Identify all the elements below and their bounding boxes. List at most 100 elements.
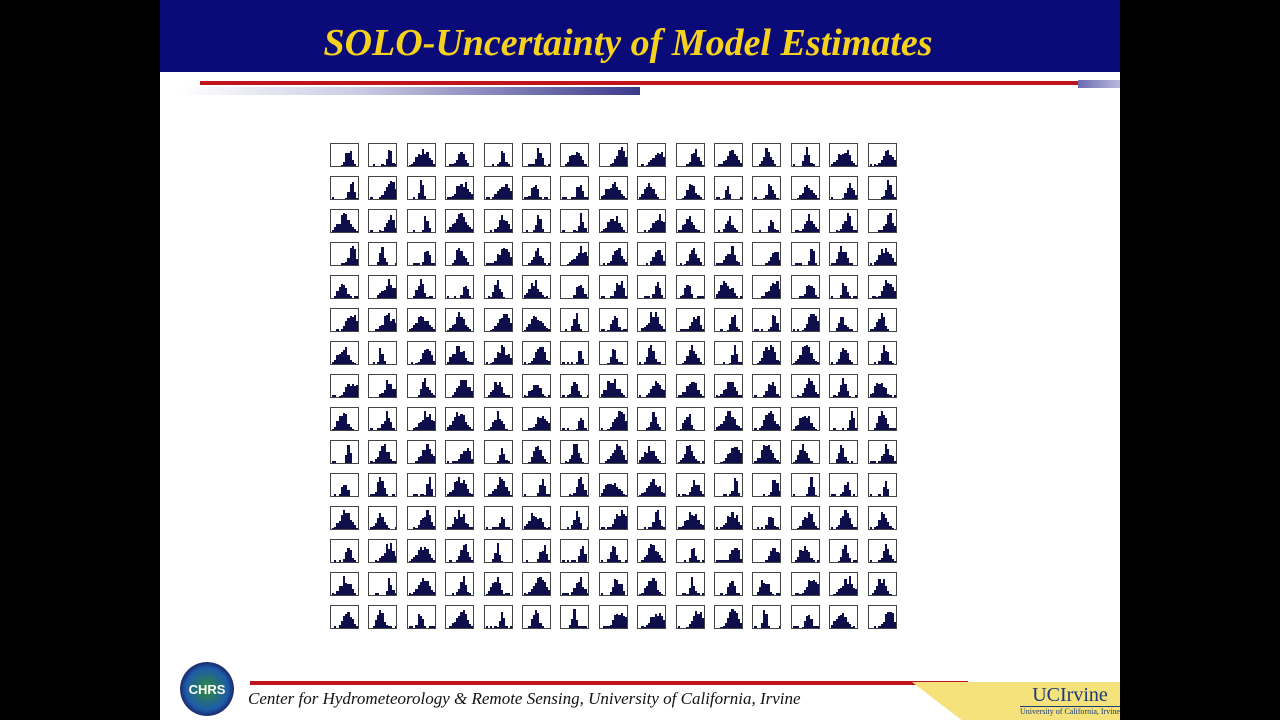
histogram-bar	[609, 164, 612, 166]
histogram-bar	[803, 293, 806, 298]
histogram-cell	[675, 605, 705, 629]
histogram-bar	[584, 251, 587, 265]
histogram-cell	[637, 308, 667, 332]
histogram-bar	[345, 551, 348, 562]
histogram-bar	[794, 560, 798, 562]
histogram-bar	[767, 584, 770, 595]
histogram-bar	[392, 590, 395, 595]
histogram-bar	[720, 263, 723, 265]
histogram-bar	[765, 195, 768, 199]
histogram-bar	[794, 626, 798, 628]
histogram-bar	[498, 418, 501, 430]
histogram-bar	[677, 494, 680, 496]
histogram-bar	[417, 394, 420, 397]
histogram-bar	[336, 354, 339, 364]
histogram-cell	[445, 506, 475, 530]
histogram-bar	[618, 614, 621, 628]
histogram-bar	[724, 389, 727, 397]
histogram-bar	[801, 228, 804, 232]
histogram-bar	[417, 263, 420, 265]
histogram-bar	[873, 362, 877, 364]
histogram-bar	[844, 456, 847, 463]
histogram-bar	[839, 154, 843, 166]
histogram-bar	[345, 582, 348, 595]
histogram-bar	[620, 280, 623, 298]
histogram-bar	[336, 523, 339, 529]
histogram-bar	[458, 556, 461, 562]
histogram-bar	[424, 320, 427, 331]
histogram-bar	[383, 361, 386, 364]
histogram-bar	[681, 526, 685, 529]
histogram-bar	[684, 453, 687, 463]
histogram-bar	[778, 360, 781, 364]
histogram-bar	[334, 494, 337, 496]
histogram-bar	[754, 395, 757, 397]
histogram-bar	[887, 251, 890, 265]
histogram-bar	[654, 359, 657, 364]
histogram-bar	[613, 158, 617, 166]
histogram-bar	[765, 445, 768, 463]
histogram-bar	[810, 353, 813, 364]
histogram-bar	[846, 460, 849, 463]
histogram-bar	[466, 386, 470, 397]
histogram-bar	[661, 558, 664, 562]
histogram-bar	[661, 615, 664, 628]
histogram-bar	[850, 411, 854, 430]
histogram-bar	[624, 459, 627, 463]
histogram-bar	[893, 226, 896, 232]
histogram-bar	[681, 593, 685, 595]
histogram-bar	[882, 345, 885, 364]
histogram-bar	[410, 626, 414, 628]
histogram-bar	[417, 457, 420, 463]
histogram-cell	[522, 143, 551, 167]
histogram-bar	[801, 519, 804, 529]
histogram-bar	[381, 446, 384, 463]
histogram-bar	[602, 263, 606, 265]
histogram-bar	[575, 511, 578, 529]
histogram-bar	[349, 519, 352, 529]
histogram-bar	[385, 411, 388, 430]
histogram-bar	[485, 197, 488, 199]
histogram-bar	[507, 593, 510, 595]
histogram-bar	[846, 428, 849, 430]
histogram-bar	[609, 261, 612, 265]
histogram-cell	[867, 275, 897, 299]
histogram-bar	[609, 356, 612, 364]
title-divider	[200, 81, 1080, 85]
histogram-bar	[372, 164, 375, 166]
histogram-bar	[413, 591, 416, 595]
histogram-cell	[790, 407, 820, 431]
histogram-bar	[543, 395, 546, 397]
histogram-bar	[524, 362, 527, 364]
histogram-bar	[460, 294, 463, 298]
histogram-bar	[507, 491, 510, 496]
histogram-bar	[546, 586, 549, 595]
histogram-bar	[842, 251, 845, 265]
histogram-bar	[426, 251, 429, 265]
histogram-bar	[338, 354, 341, 364]
histogram-cell	[790, 539, 820, 563]
histogram-bar	[338, 625, 341, 628]
histogram-bar	[831, 197, 834, 199]
histogram-bar	[532, 230, 535, 232]
histogram-bar	[776, 593, 779, 595]
histogram-bar	[541, 347, 544, 364]
histogram-bar	[697, 316, 700, 331]
histogram-bar	[507, 461, 510, 463]
histogram-cell	[445, 143, 475, 167]
histogram-bar	[641, 194, 644, 199]
histogram-bar	[351, 181, 354, 199]
histogram-bar	[430, 558, 433, 562]
histogram-bar	[658, 426, 662, 430]
histogram-bar	[805, 184, 809, 199]
histogram-bar	[663, 527, 666, 529]
histogram-bar	[541, 550, 544, 562]
histogram-bar	[392, 550, 395, 562]
histogram-bar	[485, 263, 488, 265]
histogram-bar	[390, 383, 393, 397]
histogram-bar	[471, 527, 474, 529]
histogram-bar	[839, 246, 843, 265]
histogram-bar	[460, 611, 463, 628]
histogram-bar	[458, 588, 461, 595]
histogram-bar	[645, 296, 648, 298]
